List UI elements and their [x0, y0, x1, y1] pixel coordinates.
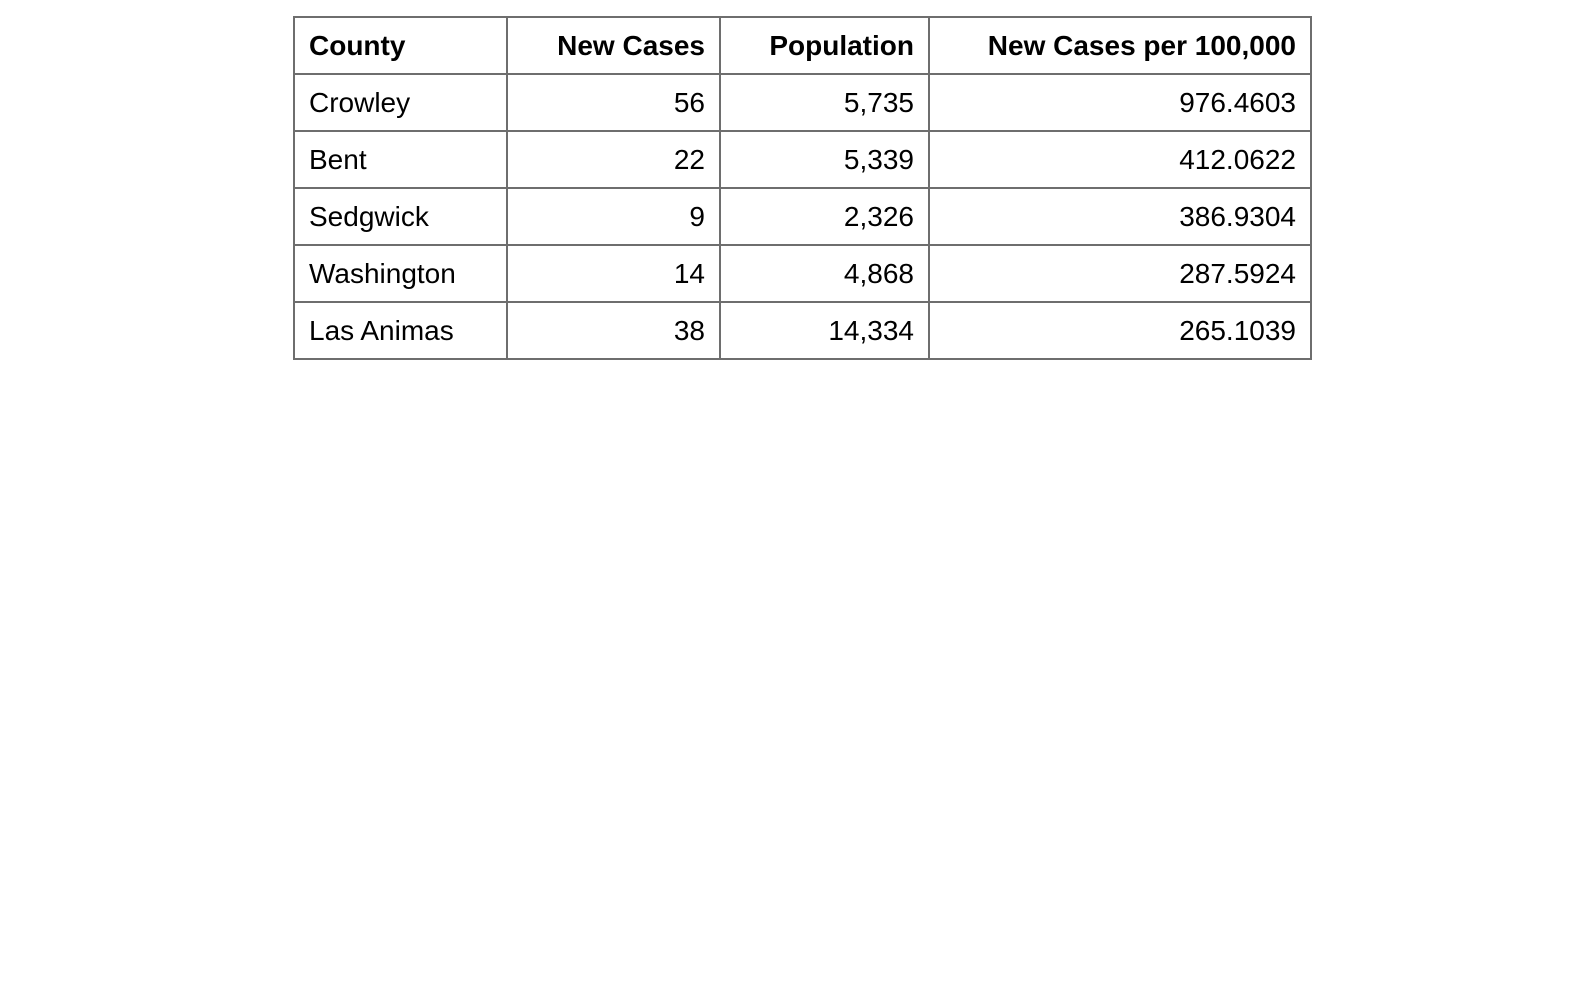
header-row: County New Cases Population New Cases pe… — [293, 16, 1312, 75]
rate-cell: 265.1039 — [928, 301, 1312, 360]
table-row: Crowley 56 5,735 976.4603 — [293, 73, 1312, 132]
population-cell: 5,339 — [719, 130, 930, 189]
county-cell: Bent — [293, 130, 508, 189]
new-cases-cell: 56 — [506, 73, 721, 132]
new-cases-cell: 22 — [506, 130, 721, 189]
table-row: Bent 22 5,339 412.0622 — [293, 130, 1312, 189]
header-new-cases-per-100000: New Cases per 100,000 — [928, 16, 1312, 75]
rate-cell: 287.5924 — [928, 244, 1312, 303]
rate-cell: 386.9304 — [928, 187, 1312, 246]
new-cases-cell: 38 — [506, 301, 721, 360]
table-row: Las Animas 38 14,334 265.1039 — [293, 301, 1312, 360]
county-cell: Las Animas — [293, 301, 508, 360]
new-cases-cell: 9 — [506, 187, 721, 246]
population-cell: 4,868 — [719, 244, 930, 303]
table-row: Washington 14 4,868 287.5924 — [293, 244, 1312, 303]
table-header: County New Cases Population New Cases pe… — [293, 16, 1312, 75]
rate-cell: 412.0622 — [928, 130, 1312, 189]
county-cell: Sedgwick — [293, 187, 508, 246]
header-new-cases: New Cases — [506, 16, 721, 75]
population-cell: 14,334 — [719, 301, 930, 360]
table-body: Crowley 56 5,735 976.4603 Bent 22 5,339 … — [293, 73, 1312, 360]
header-population: Population — [719, 16, 930, 75]
table-row: Sedgwick 9 2,326 386.9304 — [293, 187, 1312, 246]
county-cases-table: County New Cases Population New Cases pe… — [293, 16, 1312, 360]
population-cell: 5,735 — [719, 73, 930, 132]
new-cases-cell: 14 — [506, 244, 721, 303]
population-cell: 2,326 — [719, 187, 930, 246]
rate-cell: 976.4603 — [928, 73, 1312, 132]
header-county: County — [293, 16, 508, 75]
county-cell: Crowley — [293, 73, 508, 132]
county-cell: Washington — [293, 244, 508, 303]
